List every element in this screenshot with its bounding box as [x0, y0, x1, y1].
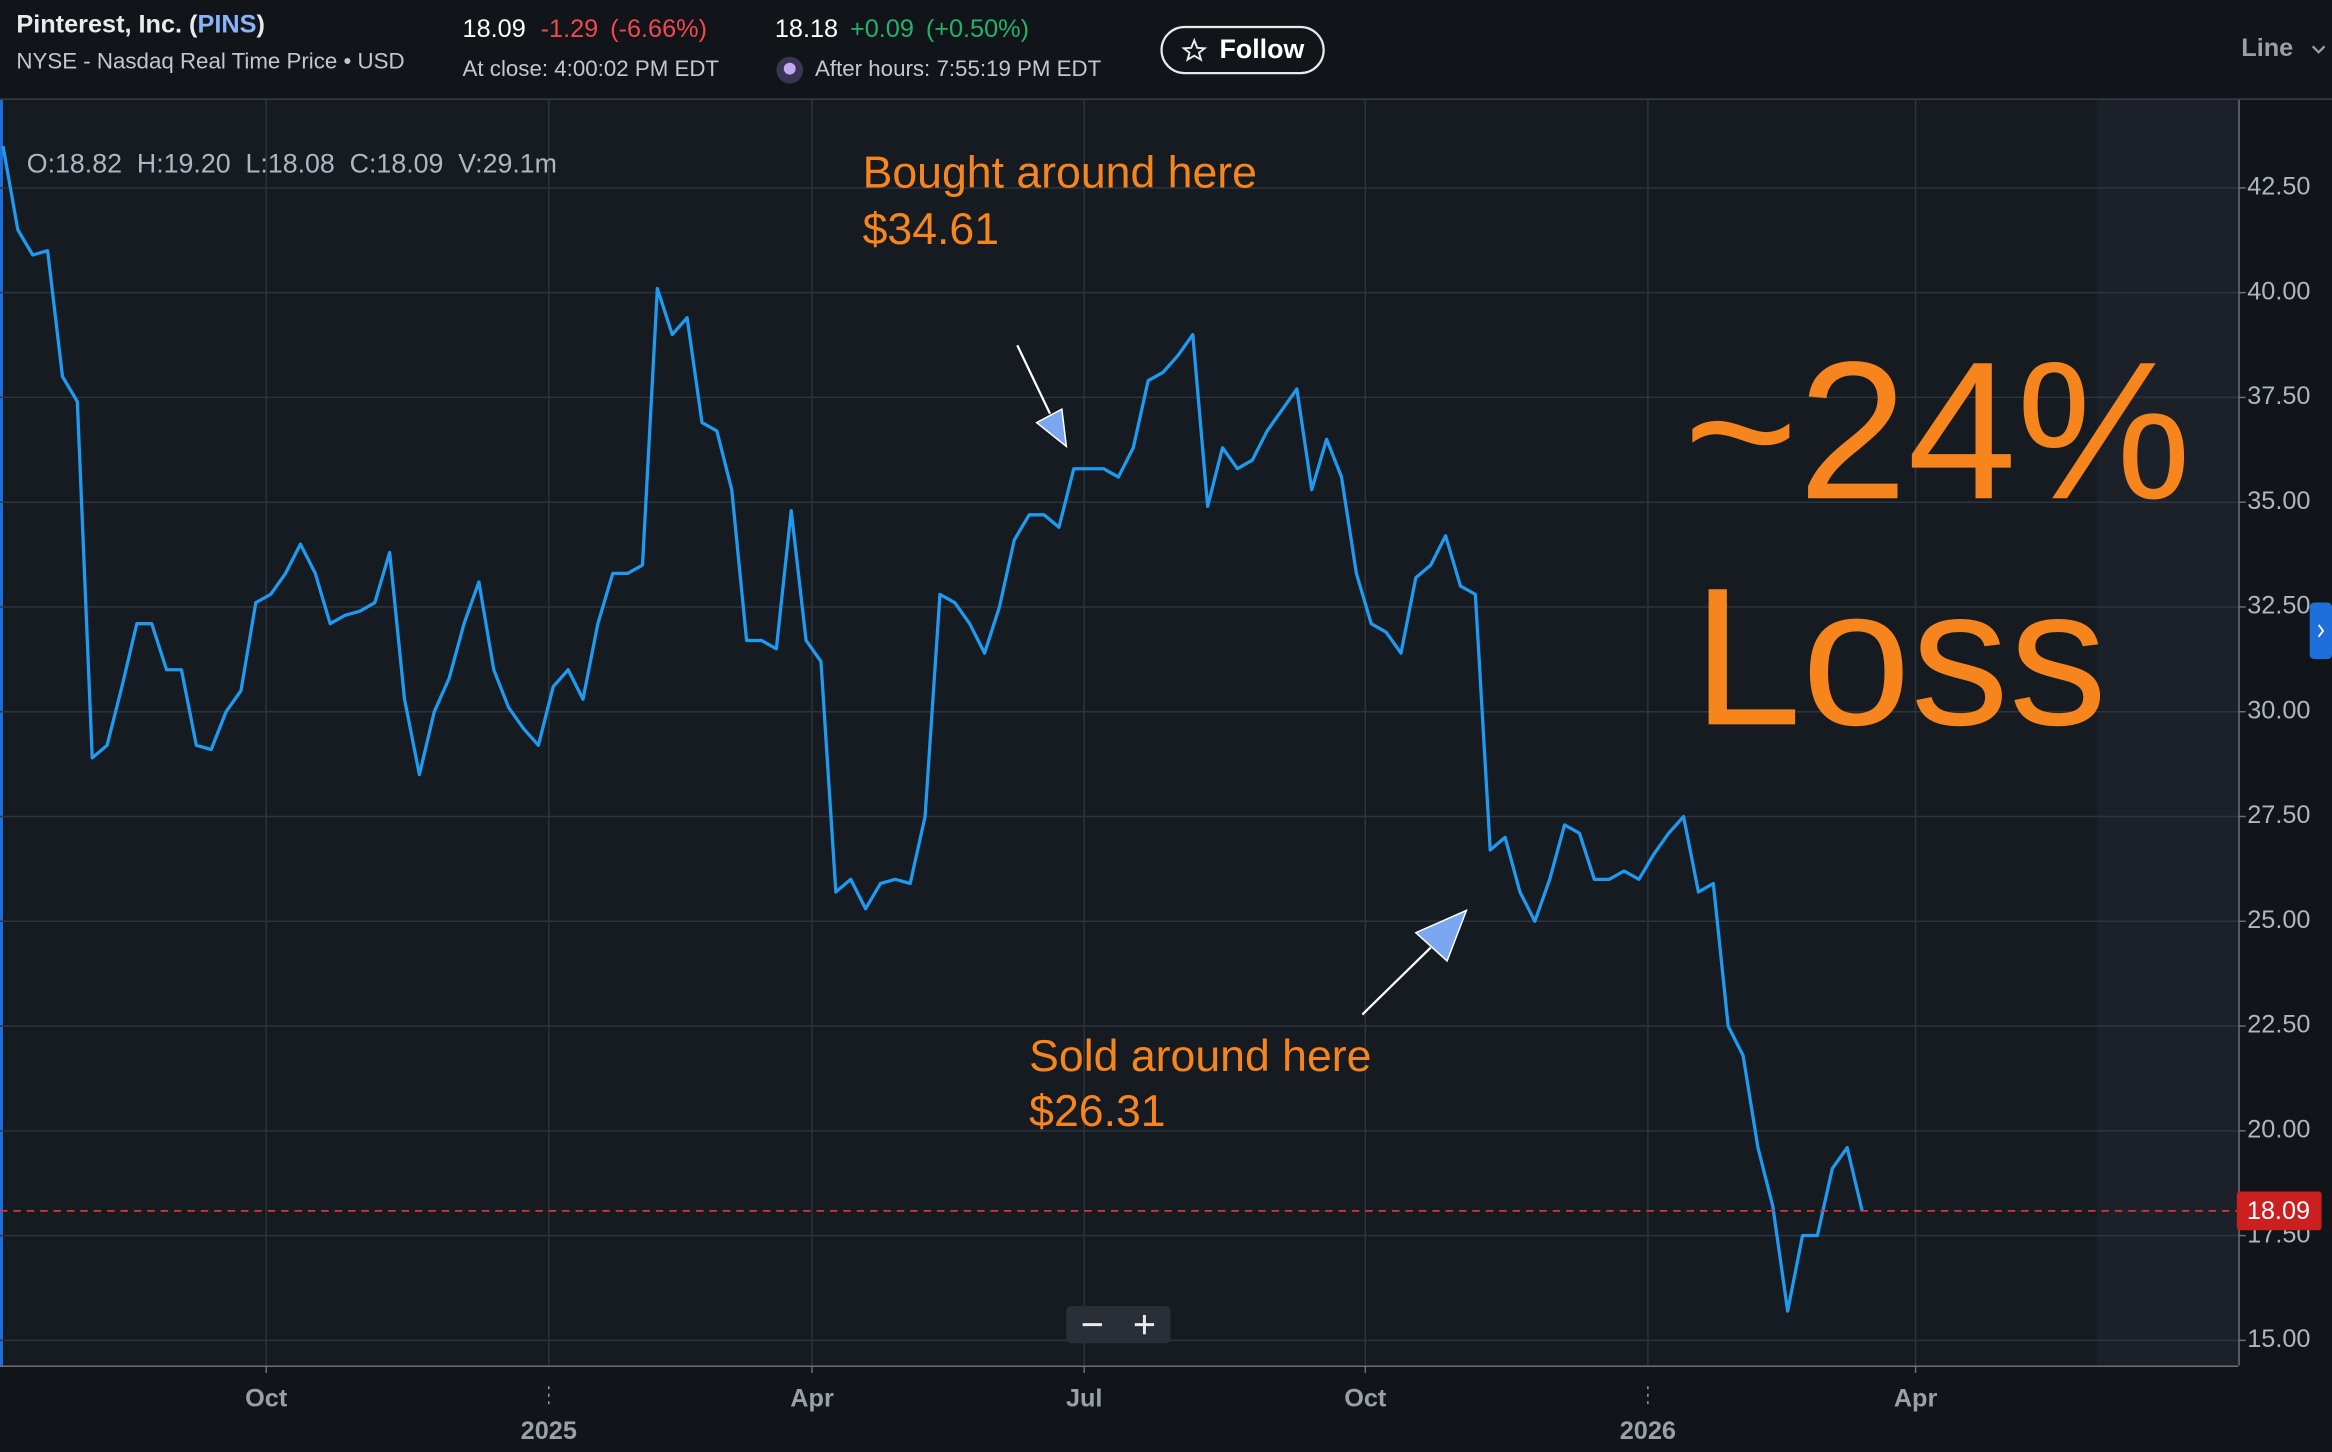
- x-tick-label: Jul: [1066, 1384, 1103, 1412]
- x-year-label: 2026: [1620, 1417, 1676, 1445]
- current-price-box: [2236, 1191, 2322, 1231]
- x-tick-label: Oct: [1344, 1384, 1387, 1412]
- axes: 15.0017.5020.0022.5025.0027.5030.0032.50…: [245, 173, 2322, 1445]
- zoom-bar[interactable]: [1066, 1306, 1171, 1344]
- price-line: [1, 145, 1864, 1313]
- y-tick-label: 15.00: [2247, 1325, 2310, 1353]
- after-change: +0.09: [850, 15, 914, 43]
- y-tick-label: 22.50: [2247, 1011, 2310, 1039]
- x-tick-label: Apr: [1894, 1384, 1938, 1412]
- annotation-large: Loss: [1692, 546, 2107, 766]
- close-time: At close: 4:00:02 PM EDT: [463, 56, 720, 81]
- after-time: After hours: 7:55:19 PM EDT: [815, 56, 1102, 81]
- y-tick-label: 32.50: [2247, 592, 2310, 620]
- y-tick-label: 30.00: [2247, 696, 2310, 724]
- x-year-label: 2025: [521, 1417, 577, 1445]
- title: Pinterest, Inc. (PINS): [16, 10, 265, 38]
- y-tick-label: 37.50: [2247, 382, 2310, 410]
- arrow-shaft: [1361, 946, 1432, 1016]
- arrow-head: [1035, 408, 1068, 449]
- title-part: Pinterest, Inc. (: [16, 10, 198, 38]
- arrow-shaft: [1016, 344, 1052, 415]
- view-chevron[interactable]: [2311, 45, 2326, 54]
- moon-icon-glyph: [783, 62, 796, 75]
- grid: [0, 99, 2239, 1366]
- y-tick-label: 35.00: [2247, 487, 2310, 515]
- follow-button[interactable]: Follow: [1160, 25, 1325, 75]
- close-price: 18.09: [463, 15, 526, 43]
- zoom-controls[interactable]: [1066, 1306, 1171, 1344]
- plot-area: [0, 99, 2239, 1366]
- close-quote: 18.09 -1.29 (-6.66%): [463, 15, 707, 43]
- y-tick-label: 25.00: [2247, 906, 2310, 934]
- annotation: Bought around here: [863, 149, 1257, 198]
- x-tick-label: Oct: [245, 1384, 288, 1412]
- ticker[interactable]: PINS: [197, 10, 256, 38]
- y-tick-label: 27.50: [2247, 801, 2310, 829]
- follow-label[interactable]: Follow: [1220, 34, 1305, 64]
- future-area: [2097, 99, 2239, 1366]
- close-change: -1.29: [541, 15, 599, 43]
- ohlc: O:18.82 H:19.20 L:18.08 C:18.09 V:29.1m: [27, 148, 557, 178]
- title-part: ): [256, 10, 264, 38]
- arrow-head: [1414, 909, 1468, 963]
- y-tick-label: 42.50: [2247, 173, 2310, 201]
- star-icon[interactable]: [1181, 37, 1208, 62]
- series-layer: [0, 145, 2239, 1313]
- current-price-label: 18.09: [2247, 1197, 2310, 1225]
- annotation-large: ~24%: [1684, 320, 2192, 540]
- close-percent: (-6.66%): [610, 15, 707, 43]
- y-tick-label: 40.00: [2247, 277, 2310, 305]
- follow-border[interactable]: [1160, 25, 1325, 75]
- side-handle[interactable]: [2309, 602, 2332, 660]
- annotation: Sold around here: [1029, 1032, 1371, 1081]
- after-price: 18.18: [775, 15, 838, 43]
- side-handle-chevron[interactable]: [2317, 624, 2325, 638]
- x-tick-label: Apr: [790, 1384, 834, 1412]
- after-percent: (+0.50%): [926, 15, 1029, 43]
- annotation: $26.31: [1029, 1087, 1165, 1136]
- subtitle: NYSE - Nasdaq Real Time Price • USD: [16, 49, 404, 74]
- y-tick-label: 20.00: [2247, 1115, 2310, 1143]
- annotation: $34.61: [863, 205, 999, 254]
- after-quote: 18.18 +0.09 (+0.50%): [775, 15, 1029, 43]
- view-select[interactable]: Line: [2241, 34, 2293, 62]
